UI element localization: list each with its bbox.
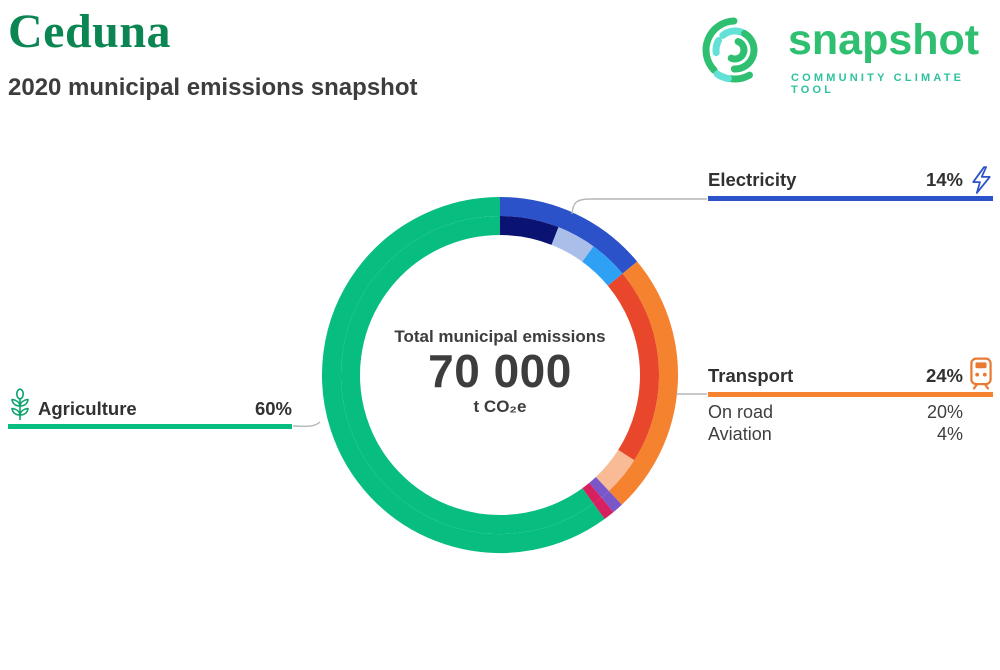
onroad-percent: 20% [926,402,963,422]
train-icon [970,357,992,390]
total-emissions-value: 70 000 [428,345,572,397]
donut-segment-aviation [595,449,635,491]
emissions-donut-chart [322,197,678,553]
agriculture-underline [8,424,292,429]
page-title: Ceduna [8,5,172,58]
agriculture-percent: 60% [254,398,292,419]
donut-segment-electricity-sub-2 [551,227,594,262]
donut-segment-transport [608,261,678,505]
total-emissions-label: Total municipal emissions [394,327,606,346]
lightning-bolt-icon [972,166,991,194]
transport-subrow-onroad: On road 20% [708,402,963,423]
transport-subrow-aviation: Aviation 4% [708,424,963,445]
donut-center-text: Total municipal emissions 70 000 t CO₂e [360,327,640,417]
snapshot-logo-icon [702,17,758,83]
donut-segment-unlabeled-small-sector-1 [601,490,622,513]
donut-segment-electricity-sub-1 [499,216,559,245]
donut-segment-unlabeled-small-sector-1 [589,477,609,498]
aviation-label: Aviation [708,424,772,444]
snapshot-logo-tagline: COMMUNITY CLIMATE TOOL [791,72,965,96]
electricity-percent: 14% [925,169,963,190]
agriculture-callout: Agriculture 60% [38,398,292,420]
donut-segment-on-road [607,273,659,461]
plant-wheat-icon [11,388,29,420]
agriculture-label: Agriculture [38,398,137,419]
page-subtitle: 2020 municipal emissions snapshot [8,74,418,101]
donut-segment-electricity-sub-3 [582,246,623,286]
snapshot-logo-wordmark: snapshot [788,16,980,64]
total-emissions-unit: t CO₂e [473,396,527,416]
transport-percent: 24% [925,365,963,386]
electricity-underline [708,196,993,201]
electricity-callout: Electricity 14% [708,169,963,191]
transport-callout: Transport 24% [708,365,963,387]
transport-underline [708,392,993,397]
leader-line-agriculture [292,421,321,428]
donut-segment-unlabeled-small-sector-2 [593,497,614,520]
onroad-label: On road [708,402,774,422]
electricity-label: Electricity [708,169,797,190]
donut-segment-electricity [499,197,638,274]
donut-segment-unlabeled-small-sector-2 [582,482,602,504]
aviation-percent: 4% [936,424,963,444]
donut-segment-agriculture [322,197,605,553]
donut-segment-agriculture [341,216,594,534]
transport-label: Transport [708,365,794,386]
